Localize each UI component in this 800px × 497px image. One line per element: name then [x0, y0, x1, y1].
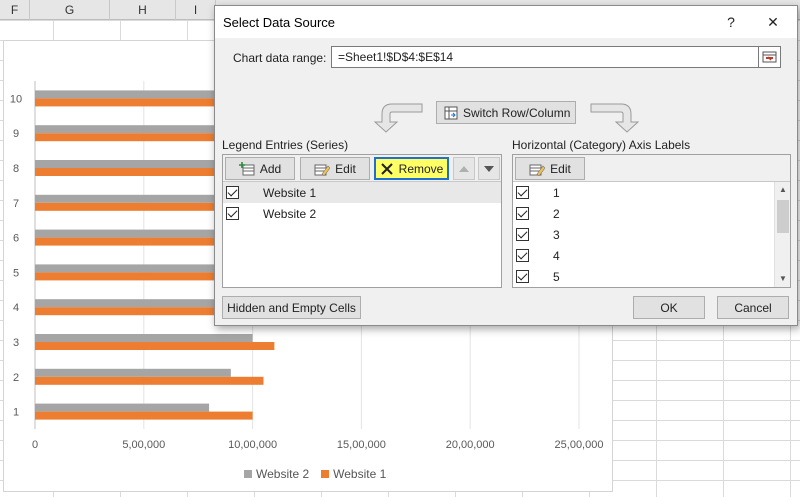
- series-row-website-1[interactable]: Website 1: [223, 182, 501, 203]
- move-down-button[interactable]: [478, 157, 500, 180]
- triangle-down-icon: [484, 165, 494, 172]
- series-name-website-1: Website 1: [263, 185, 317, 200]
- legend-swatch-website-2: [244, 470, 252, 478]
- dialog-titlebar[interactable]: Select Data Source ? ✕: [215, 6, 797, 38]
- bar-website-2[interactable]: [35, 403, 210, 412]
- y-tick-label: 6: [13, 233, 19, 245]
- chart-data-range-label: Chart data range:: [233, 51, 327, 65]
- legend-entries-label: Legend Entries (Series): [222, 138, 349, 152]
- edit-axis-icon: [529, 164, 546, 176]
- axis-checkbox-3[interactable]: [516, 228, 529, 241]
- chart-data-range-input[interactable]: =Sheet1!$D$4:$E$14: [331, 46, 759, 68]
- axis-labels-label: Horizontal (Category) Axis Labels: [512, 138, 691, 152]
- hidden-empty-cells-button[interactable]: Hidden and Empty Cells: [222, 296, 361, 319]
- scroll-thumb[interactable]: [777, 200, 789, 233]
- switch-row-column-label: Switch Row/Column: [463, 105, 571, 120]
- legend-entries-toolbar: Add Edit Remove: [223, 155, 501, 182]
- edit-axis-labels-label: Edit: [550, 161, 571, 176]
- select-data-source-dialog: Select Data Source ? ✕ Chart data range:…: [214, 5, 798, 326]
- bar-website-1[interactable]: [35, 376, 264, 385]
- x-tick-label: 15,00,000: [337, 439, 386, 451]
- y-tick-label: 2: [13, 372, 19, 384]
- close-button[interactable]: ✕: [767, 14, 779, 30]
- edit-axis-labels-button[interactable]: Edit: [515, 157, 585, 180]
- axis-checkbox-1[interactable]: [516, 186, 529, 199]
- column-header-f[interactable]: F: [0, 0, 30, 20]
- axis-label-row-1[interactable]: 1: [513, 182, 790, 203]
- axis-label-row-3[interactable]: 3: [513, 224, 790, 245]
- remove-x-icon: [380, 162, 393, 175]
- scroll-up-icon[interactable]: ▲: [779, 185, 787, 194]
- y-tick-label: 7: [13, 198, 19, 210]
- axis-label-row-2[interactable]: 2: [513, 203, 790, 224]
- x-tick-label: 25,00,000: [555, 439, 604, 451]
- dialog-title: Select Data Source: [223, 15, 336, 30]
- axis-labels-panel: Edit 1 2 3 4 5 ▲ ▼: [512, 154, 791, 288]
- bar-website-1[interactable]: [35, 342, 275, 350]
- range-collapse-button[interactable]: [759, 46, 781, 68]
- legend-label-website-2: Website 2: [256, 467, 310, 481]
- add-series-label: Add: [259, 161, 282, 176]
- series-name-website-2: Website 2: [263, 206, 317, 221]
- x-tick-label: 5,00,000: [122, 439, 165, 451]
- y-tick-label: 8: [13, 163, 19, 175]
- switch-row-column-button[interactable]: Switch Row/Column: [436, 101, 576, 124]
- x-tick-label: 10,00,000: [228, 439, 277, 451]
- column-header-i[interactable]: I: [176, 0, 216, 20]
- axis-checkbox-5[interactable]: [516, 270, 529, 283]
- add-series-icon: [238, 161, 255, 175]
- axis-labels-toolbar: Edit: [513, 155, 790, 182]
- series-checkbox-website-2[interactable]: [226, 207, 239, 220]
- switch-arrow-left-icon: [373, 103, 423, 133]
- x-tick-label: 0: [32, 439, 38, 451]
- axis-checkbox-4[interactable]: [516, 249, 529, 262]
- edit-series-label: Edit: [335, 161, 356, 176]
- axis-labels-list: 1 2 3 4 5: [513, 182, 790, 287]
- axis-label-text-1: 1: [553, 185, 560, 200]
- bar-website-2[interactable]: [35, 334, 253, 342]
- y-tick-label: 10: [10, 93, 22, 105]
- move-up-button[interactable]: [453, 157, 475, 180]
- legend-label-website-1: Website 1: [333, 467, 387, 481]
- series-list: Website 1 Website 2: [223, 182, 501, 224]
- column-header-h[interactable]: H: [110, 0, 176, 20]
- switch-row-column-icon: [444, 106, 458, 119]
- ok-button[interactable]: OK: [633, 296, 705, 319]
- switch-arrow-right-icon: [590, 103, 640, 133]
- legend-swatch-website-1: [321, 470, 330, 478]
- cancel-button[interactable]: Cancel: [717, 296, 789, 319]
- series-row-website-2[interactable]: Website 2: [223, 203, 501, 224]
- column-header-g[interactable]: G: [30, 0, 110, 20]
- bar-website-2[interactable]: [35, 368, 231, 377]
- y-tick-label: 3: [13, 337, 19, 349]
- edit-series-button[interactable]: Edit: [300, 157, 370, 180]
- bar-website-1[interactable]: [35, 411, 253, 420]
- legend-item-website-1: Website 1: [321, 467, 386, 481]
- axis-label-text-2: 2: [553, 206, 560, 221]
- axis-checkbox-2[interactable]: [516, 207, 529, 220]
- axis-label-row-5[interactable]: 5: [513, 266, 790, 287]
- chart-legend: Website 2 Website 1: [244, 467, 386, 481]
- series-checkbox-website-1[interactable]: [226, 186, 239, 199]
- axis-label-text-4: 4: [553, 248, 560, 263]
- y-tick-label: 4: [13, 302, 19, 314]
- x-tick-label: 20,00,000: [446, 439, 495, 451]
- collapse-dialog-icon: [762, 51, 777, 63]
- triangle-up-icon: [459, 165, 469, 172]
- axis-labels-scrollbar[interactable]: ▲ ▼: [774, 182, 790, 287]
- axis-label-row-4[interactable]: 4: [513, 245, 790, 266]
- edit-series-icon: [314, 164, 331, 176]
- remove-series-button[interactable]: Remove: [374, 157, 449, 180]
- y-tick-label: 9: [13, 128, 19, 140]
- scroll-down-icon[interactable]: ▼: [779, 274, 787, 283]
- legend-entries-panel: Add Edit Remove: [222, 154, 502, 288]
- add-series-button[interactable]: Add: [225, 157, 295, 180]
- help-button[interactable]: ?: [727, 14, 735, 30]
- remove-series-label: Remove: [398, 161, 444, 176]
- legend-item-website-2: Website 2: [244, 467, 309, 481]
- y-tick-label: 1: [13, 407, 19, 419]
- axis-label-text-5: 5: [553, 269, 560, 284]
- axis-label-text-3: 3: [553, 227, 560, 242]
- y-tick-label: 5: [13, 267, 19, 279]
